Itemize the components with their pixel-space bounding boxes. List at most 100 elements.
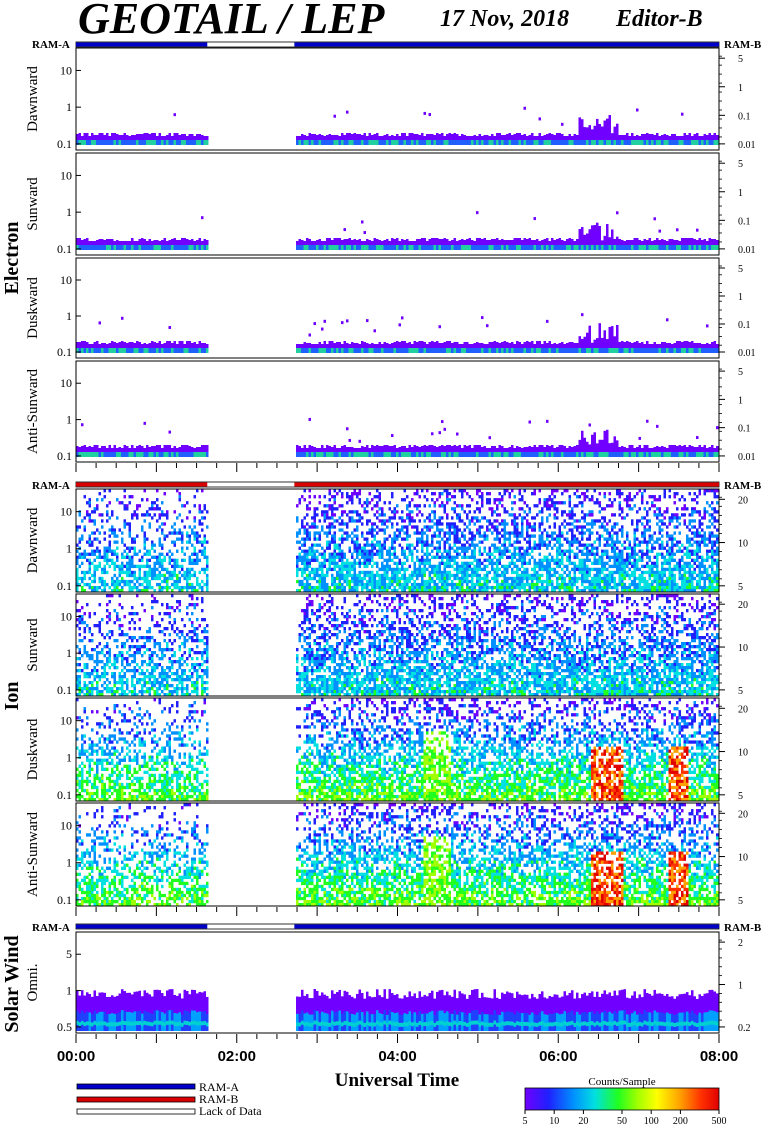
x-tick-label: 04:00 [378, 1048, 416, 1065]
right-tick-label: 1 [738, 83, 743, 94]
y-tick-label: 0.1 [57, 893, 72, 907]
panel-label: Dawnward [25, 66, 41, 132]
ram-b-label-solarwind: RAM-B [724, 922, 762, 934]
ram-bar-segment [76, 924, 208, 929]
spectrogram-cells [76, 698, 719, 801]
y-tick-label: 1 [66, 646, 72, 660]
x-tick-label: 00:00 [57, 1048, 95, 1065]
spectrogram-cells [76, 211, 719, 250]
legend-label-lack-of-data: Lack of Data [199, 1104, 262, 1118]
right-tick-label: 0.2 [738, 1023, 751, 1034]
legend-label-ram-a: RAM-A [199, 1080, 239, 1094]
ram-b-label-ion: RAM-B [724, 480, 762, 492]
right-tick-label: 0.1 [738, 216, 751, 227]
colorbar-title: Counts/Sample [588, 1076, 655, 1088]
colorbar: Counts/Sample 5 10 20 50 100 200 500 [523, 1076, 727, 1127]
y-tick-label: 1 [66, 205, 72, 219]
y-tick-label: 5 [66, 947, 72, 961]
y-tick-label: 1 [66, 856, 72, 870]
panel-label: Sunward [25, 177, 41, 231]
right-tick-label: 0.1 [738, 424, 751, 435]
plot-title: GEOTAIL / LEP [78, 0, 386, 43]
right-tick-label: 10 [738, 643, 748, 654]
right-tick-label: 5 [738, 582, 743, 593]
right-tick-label: 0.01 [738, 140, 756, 151]
panel-label: Anti-Sunward [25, 812, 41, 897]
panel-4: Dawnward 10 1 0.1 20 10 5 [25, 488, 748, 593]
x-tick-label: 02:00 [218, 1048, 256, 1065]
group-label-ion: Ion [1, 682, 23, 711]
panel-0: Dawnward 10 1 0.1 5 1 0.1 0.01 [25, 47, 756, 151]
plot-editor: Editor-B [615, 6, 703, 32]
ram-a-label-electron: RAM-A [32, 39, 70, 51]
y-tick-label: 10 [60, 168, 72, 182]
right-tick-label: 20 [738, 495, 748, 506]
ram-bars [75, 41, 720, 930]
group-label-solarwind: Solar Wind [1, 935, 23, 1032]
y-tick-label: 10 [60, 63, 72, 77]
right-tick-label: 5 [738, 54, 743, 65]
colorbar-tick-label: 20 [578, 1116, 588, 1127]
y-tick-label: 1 [66, 309, 72, 323]
right-tick-label: 10 [738, 748, 748, 759]
right-tick-label: 20 [738, 704, 748, 715]
ram-b-label-electron: RAM-B [724, 39, 762, 51]
panel-frame [75, 931, 720, 1034]
colorbar-tick-label: 500 [712, 1116, 727, 1127]
y-tick-label: 1 [66, 984, 72, 998]
legend-swatch-ram-a [76, 1083, 196, 1090]
panel-7: Anti-Sunward 10 1 0.1 20 10 5 [25, 802, 748, 907]
ram-a-label-ion: RAM-A [32, 480, 70, 492]
ram-a-label-solarwind: RAM-A [32, 922, 70, 934]
y-tick-label: 10 [60, 609, 72, 623]
right-tick-label: 1 [738, 188, 743, 199]
y-tick-label: 0.1 [57, 683, 72, 697]
panel-frame [75, 360, 720, 463]
panel-frame [75, 47, 720, 151]
y-tick-label: 1 [66, 542, 72, 556]
right-tick-label: 10 [738, 853, 748, 864]
spectrogram-cells [76, 489, 719, 592]
panel-2: Duskward 10 1 0.1 5 1 0.1 0.01 [25, 257, 756, 359]
x-tick-label: 08:00 [700, 1048, 738, 1065]
panel-frame [75, 488, 720, 593]
right-tick-label: 1 [738, 395, 743, 406]
panel-frame [75, 152, 720, 256]
y-tick-label: 0.1 [57, 449, 72, 463]
spectrogram-cells [76, 417, 719, 457]
ram-bar-segment [76, 482, 208, 487]
ram-bar-segment [294, 482, 719, 487]
y-tick-label: 0.1 [57, 579, 72, 593]
legend-swatch-lack-of-data [76, 1108, 196, 1115]
y-tick-label: 10 [60, 273, 72, 287]
y-tick-label: 10 [60, 505, 72, 519]
right-tick-label: 5 [738, 896, 743, 907]
right-tick-label: 1 [738, 292, 743, 303]
panel-frame [75, 593, 720, 697]
right-tick-label: 2 [738, 938, 743, 949]
colorbar-tick-label: 50 [617, 1116, 627, 1127]
spectrogram-cells [76, 989, 719, 1031]
y-tick-label: 0.1 [57, 137, 72, 151]
panel-8: Omni. 5 1 0.5 2 1 0.2 [25, 931, 751, 1034]
panel-frame [75, 257, 720, 359]
panel-3: Anti-Sunward 10 1 0.1 5 1 0.1 0.01 [25, 360, 756, 463]
right-tick-label: 5 [738, 367, 743, 378]
ram-bar-segment [76, 42, 208, 47]
right-tick-label: 10 [738, 539, 748, 550]
panel-label: Sunward [25, 618, 41, 672]
panel-frame [75, 697, 720, 802]
panel-1: Sunward 10 1 0.1 5 1 0.1 0.01 [25, 152, 756, 256]
colorbar-ticks: 5 10 20 50 100 200 500 [523, 1110, 727, 1127]
panel-label: Duskward [25, 277, 41, 339]
y-tick-label: 10 [60, 714, 72, 728]
time-axis: 00:00 02:00 04:00 06:00 08:00 [57, 463, 738, 1065]
colorbar-tick-label: 100 [644, 1116, 659, 1127]
y-tick-label: 10 [60, 376, 72, 390]
right-tick-label: 5 [738, 686, 743, 697]
spectrogram-cells [76, 594, 719, 696]
panel-label: Omni. [25, 964, 41, 1002]
y-tick-label: 0.5 [57, 1020, 72, 1034]
group-label-electron: Electron [1, 222, 23, 295]
